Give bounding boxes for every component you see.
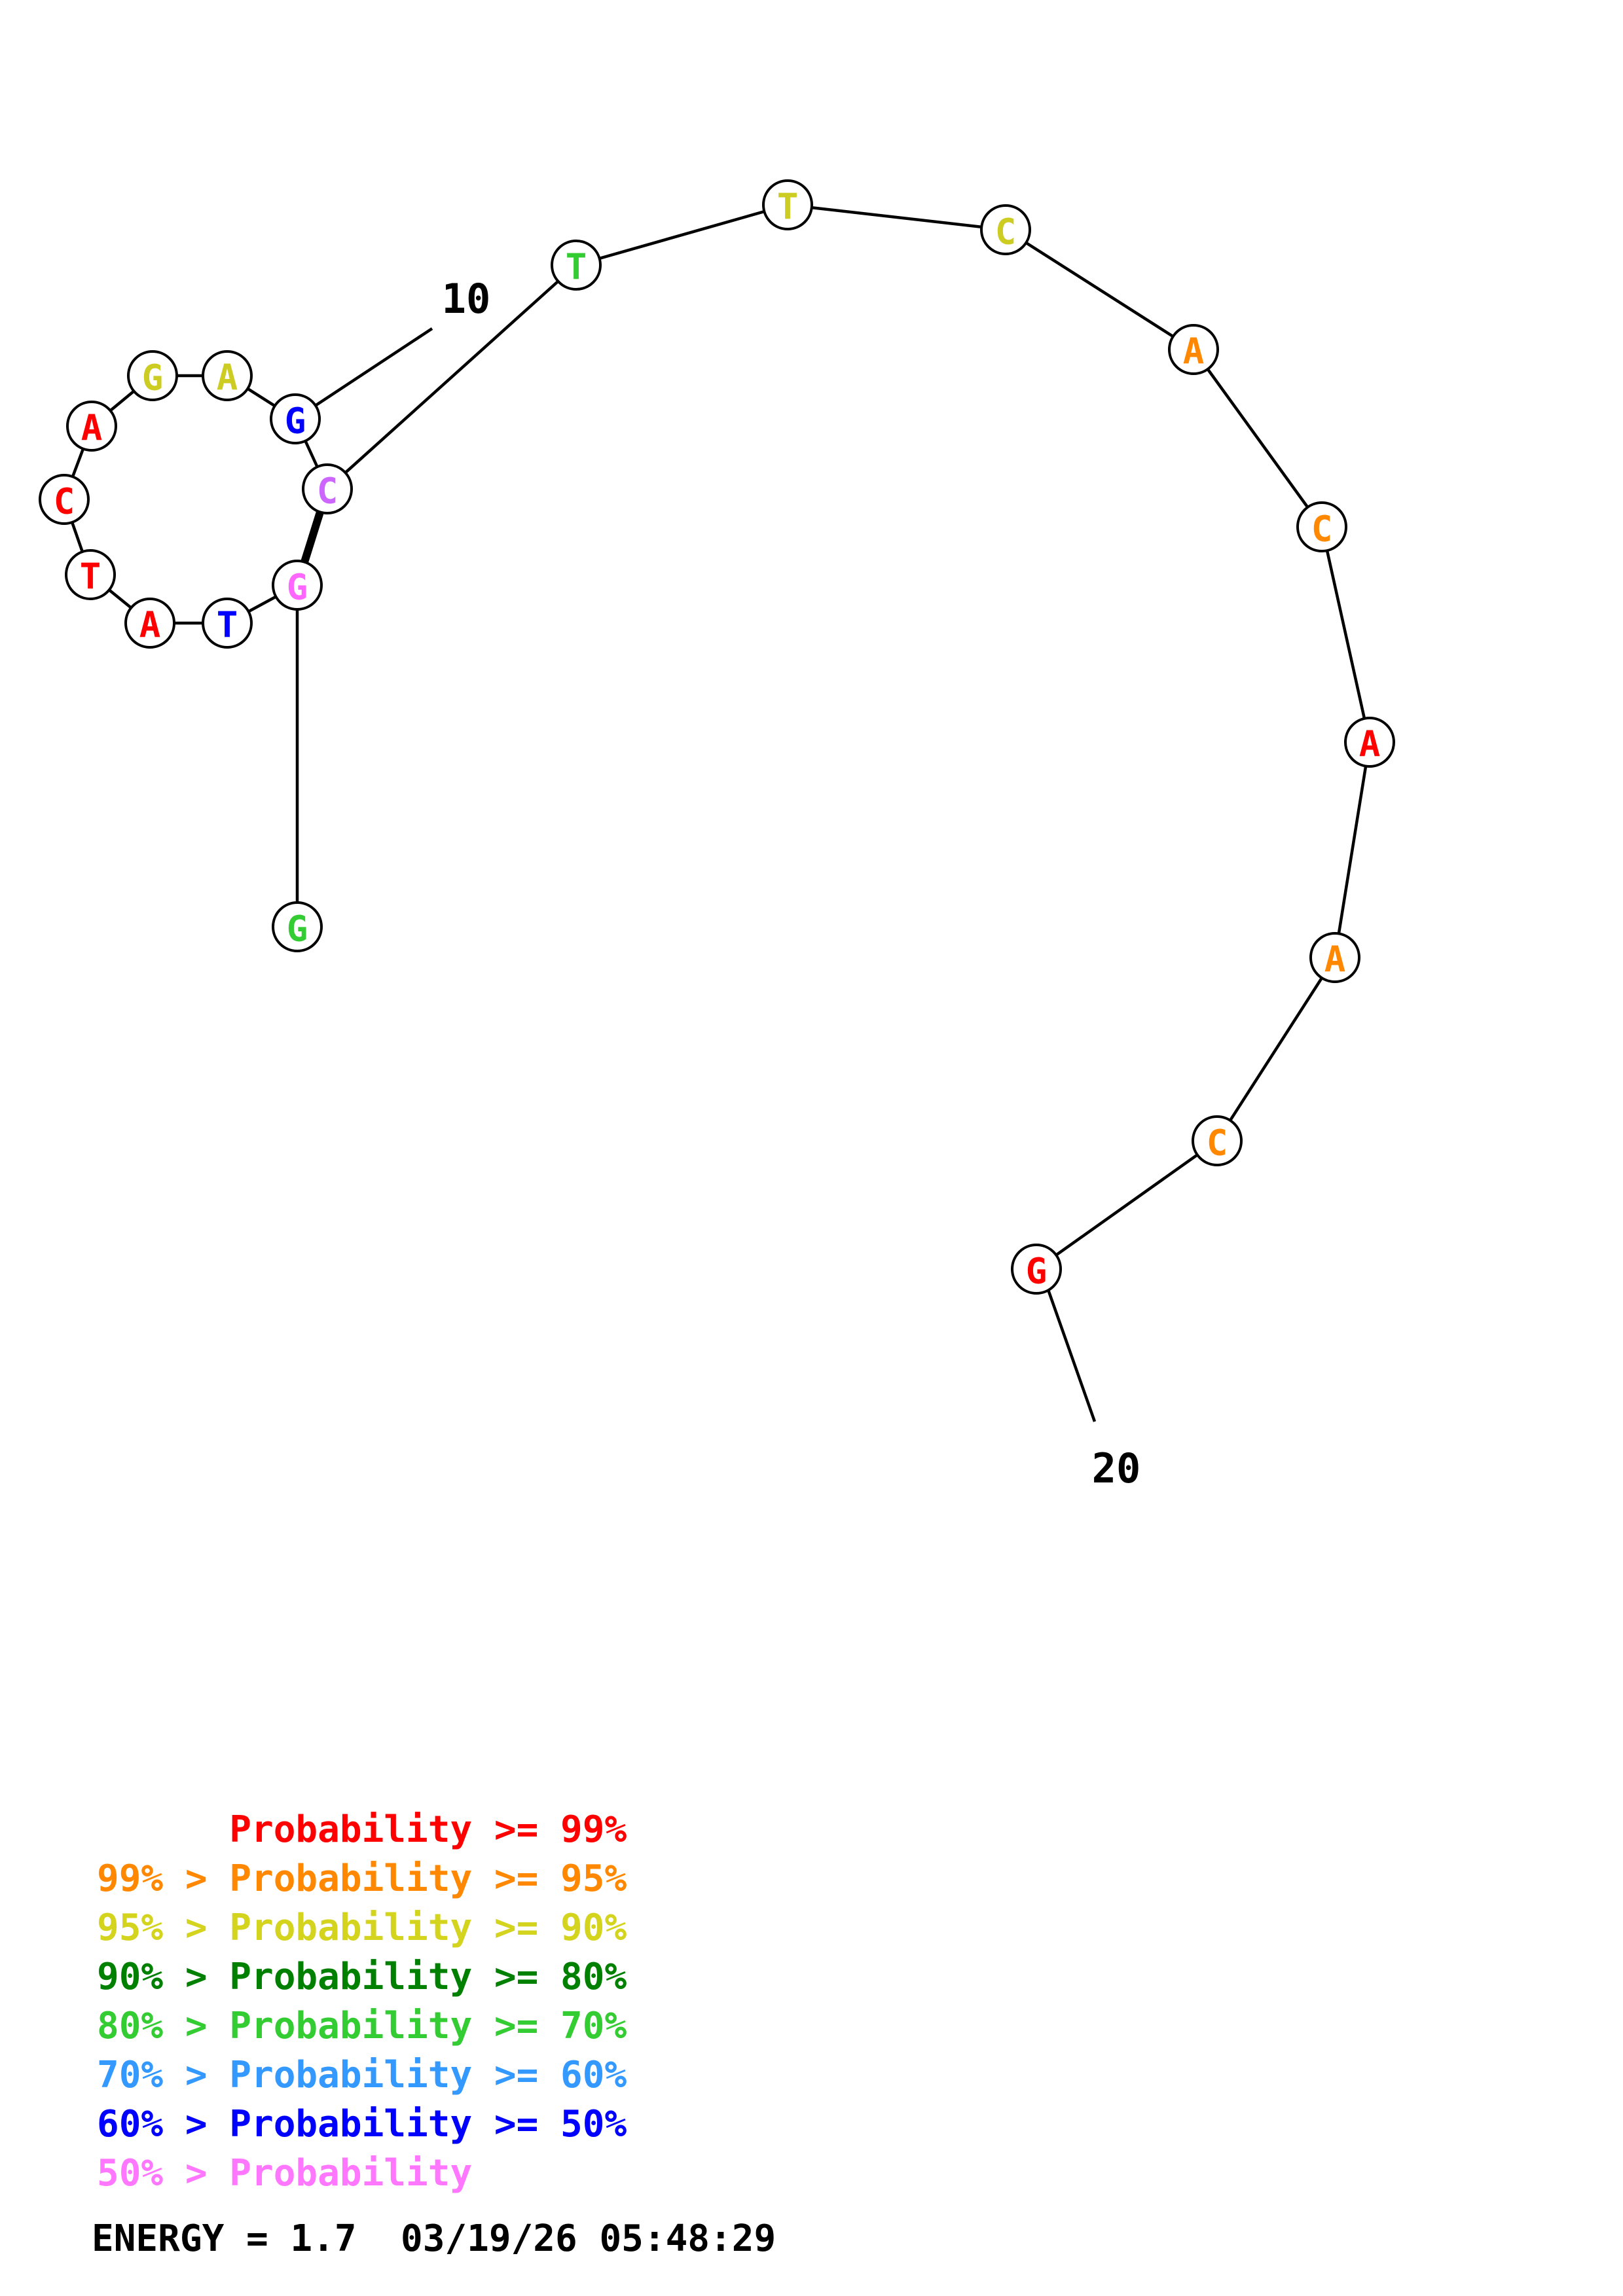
nucleotide-circle <box>551 240 602 291</box>
nucleotide-T-12: T <box>551 240 602 291</box>
nucleotide-circle <box>1296 501 1347 552</box>
backbone-bond <box>1333 742 1372 958</box>
base-letter: A <box>1183 331 1205 372</box>
nucleotide-T-5: T <box>65 549 116 600</box>
position-number-label: 20 <box>1092 1444 1141 1492</box>
nucleotide-circle <box>127 350 178 401</box>
base-letter: G <box>142 357 164 399</box>
base-letter: G <box>287 567 308 608</box>
nucleotide-G-2: G <box>272 560 323 611</box>
nucleotide-circle <box>39 474 90 525</box>
energy-footer: ENERGY = 1.7 03/19/26 05:48:29 <box>92 2217 776 2260</box>
nucleotide-circle <box>1192 1115 1243 1166</box>
base-letter: A <box>1324 939 1346 980</box>
nucleotide-circle <box>124 598 175 649</box>
nucleotide-G-10: G <box>270 393 321 444</box>
nucleotide-circle <box>202 598 253 649</box>
nucleotide-G-1: G <box>272 901 323 952</box>
nucleotide-A-7: A <box>66 401 117 452</box>
nucleotide-circle <box>272 560 323 611</box>
nucleotide-circle <box>980 204 1031 255</box>
legend-row: 70% > Probability >= 60% <box>97 2054 627 2096</box>
nucleotide-circle <box>302 463 353 514</box>
legend-row: 90% > Probability >= 80% <box>97 1956 627 1998</box>
legend-row: 60% > Probability >= 50% <box>97 2103 627 2145</box>
base-letter: C <box>54 481 75 522</box>
base-letter: C <box>317 471 338 512</box>
base-letter: T <box>566 247 587 288</box>
nucleotide-G-20: G <box>1011 1244 1062 1295</box>
nucleotide-T-3: T <box>202 598 253 649</box>
backbone-bond <box>326 264 577 490</box>
position-number-label: 10 <box>442 275 491 323</box>
base-letter: A <box>81 408 103 449</box>
nucleotide-circle <box>1309 932 1360 983</box>
backbone-bond <box>1216 956 1336 1142</box>
nucleotide-C-16: C <box>1296 501 1347 552</box>
base-letter: A <box>1359 724 1381 765</box>
backbone-bond <box>787 203 1006 232</box>
nucleotide-circle <box>270 393 321 444</box>
base-letter: C <box>1311 509 1333 550</box>
backbone-bond <box>1004 228 1195 351</box>
nucleotide-circle <box>65 549 116 600</box>
backbone-bond <box>1035 1139 1218 1270</box>
legend-row: 95% > Probability >= 90% <box>97 1907 627 1949</box>
nucleotide-circle <box>1344 717 1395 768</box>
base-letter: T <box>217 605 238 646</box>
nucleotide-circle <box>202 350 253 401</box>
base-letter: C <box>1207 1122 1228 1164</box>
nucleotide-C-14: C <box>980 204 1031 255</box>
label-pointer-line <box>300 327 433 416</box>
nucleotide-circle <box>1011 1244 1062 1295</box>
backbone-bond <box>575 203 788 267</box>
legend-row: Probability >= 99% <box>97 1808 627 1851</box>
nucleotide-T-13: T <box>762 179 813 230</box>
nucleotide-A-18: A <box>1309 932 1360 983</box>
nucleotide-A-9: A <box>202 350 253 401</box>
base-letter: G <box>285 401 306 442</box>
base-letter: G <box>1026 1251 1048 1292</box>
legend-row: 80% > Probability >= 70% <box>97 2005 627 2047</box>
nucleotide-circle <box>66 401 117 452</box>
base-letter: A <box>217 357 238 399</box>
nucleotide-C-19: C <box>1192 1115 1243 1166</box>
base-letter: T <box>80 556 101 598</box>
base-letter: A <box>139 605 161 646</box>
nucleotide-A-15: A <box>1168 324 1219 375</box>
legend-row: 99% > Probability >= 95% <box>97 1857 627 1900</box>
nucleotide-C-11: C <box>302 463 353 514</box>
base-letter: T <box>777 187 799 228</box>
backbone-bond <box>1320 526 1372 743</box>
nucleotide-G-8: G <box>127 350 178 401</box>
base-letter: G <box>287 908 308 950</box>
nucleotide-C-6: C <box>39 474 90 525</box>
nucleotide-circle <box>762 179 813 230</box>
base-letter: C <box>995 211 1017 253</box>
probability-legend: Probability >= 99% 99% > Probability >= 9… <box>97 1805 627 2198</box>
nucleotide-A-17: A <box>1344 717 1395 768</box>
nucleotide-A-4: A <box>124 598 175 649</box>
label-pointer-line <box>1040 1272 1097 1422</box>
nucleotide-circle <box>272 901 323 952</box>
backbone-bond <box>1192 348 1323 528</box>
legend-row: 50% > Probability <box>97 2152 473 2195</box>
nucleotide-circle <box>1168 324 1219 375</box>
